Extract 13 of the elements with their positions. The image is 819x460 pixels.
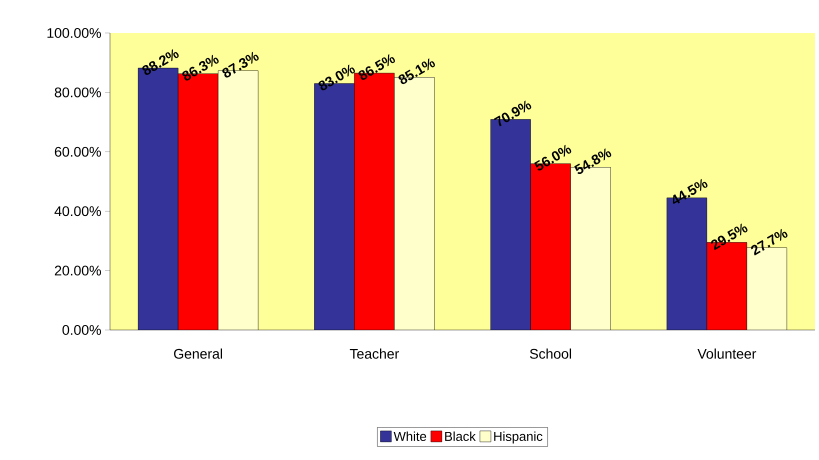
y-tick-label: 0.00% bbox=[62, 325, 101, 335]
y-tick-label: 80.00% bbox=[54, 87, 101, 98]
y-tick-label: 40.00% bbox=[54, 206, 101, 216]
x-tick-label: Teacher bbox=[350, 348, 399, 359]
y-tick-label: 60.00% bbox=[54, 146, 101, 157]
y-tick-label: 100.00% bbox=[47, 28, 101, 38]
x-tick-label: General bbox=[174, 348, 222, 359]
y-tick-label: 20.00% bbox=[54, 266, 101, 276]
legend-label: Hispanic bbox=[494, 431, 542, 444]
legend-label: White bbox=[394, 431, 426, 441]
x-tick-label: Volunteer bbox=[697, 348, 756, 359]
x-tick-label: School bbox=[530, 348, 572, 359]
legend-label: Black bbox=[445, 431, 476, 441]
